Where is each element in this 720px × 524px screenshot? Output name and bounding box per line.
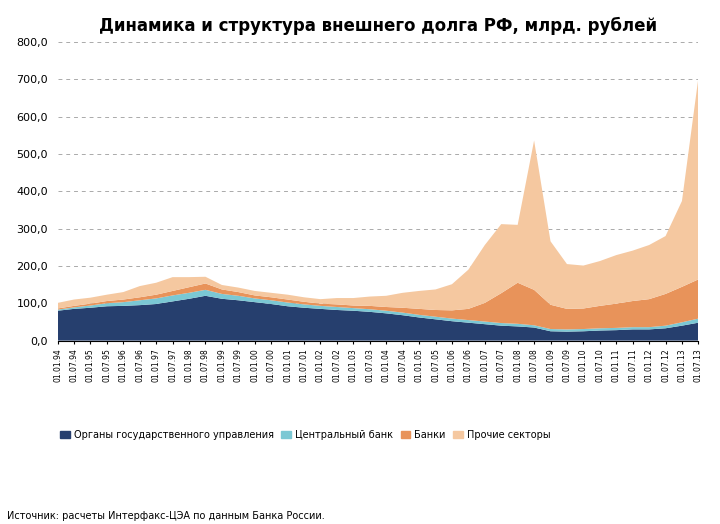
Text: Источник: расчеты Интерфакс-ЦЭА по данным Банка России.: Источник: расчеты Интерфакс-ЦЭА по данны…	[7, 511, 325, 521]
Title: Динамика и структура внешнего долга РФ, млрд. рублей: Динамика и структура внешнего долга РФ, …	[99, 17, 657, 35]
Legend: Органы государственного управления, Центральный банк, Банки, Прочие секторы: Органы государственного управления, Цент…	[56, 426, 554, 444]
